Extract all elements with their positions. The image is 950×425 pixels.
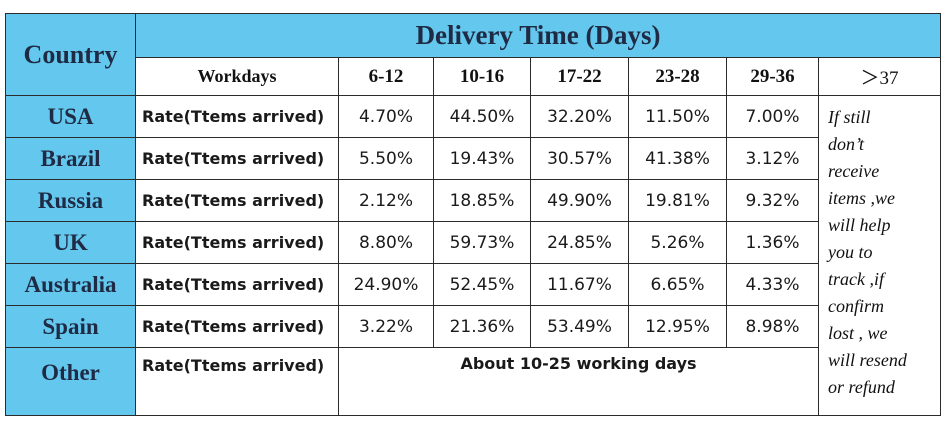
rate-value: 3.22% [338,305,434,348]
country-cell: Spain [5,305,136,348]
rate-value: 8.98% [726,305,819,348]
rate-value: 4.70% [338,95,434,138]
rate-value: 19.43% [433,137,531,180]
rate-value: 53.49% [530,305,629,348]
rate-value: 9.32% [726,179,819,222]
country-cell: Australia [5,263,136,306]
note-line: or refund [828,377,895,397]
country-cell: USA [5,95,136,138]
rate-label: Rate(Ttems arrived) [135,263,339,306]
rate-value: 5.26% [628,221,727,264]
note-line: If still [828,107,871,127]
rate-value: 59.73% [433,221,531,264]
rate-label: Rate(Ttems arrived) [135,305,339,348]
table-row: UK Rate(Ttems arrived) 8.80% 59.73% 24.8… [5,221,941,264]
country-header: Country [5,13,136,96]
other-delivery-estimate: About 10-25 working days [338,347,819,416]
workdays-header: Workdays [135,57,339,96]
note-line: lost , we [828,323,888,343]
note-line: confirm [828,296,884,316]
rate-value: 18.85% [433,179,531,222]
range-header: 29-36 [726,57,819,96]
rate-label: Rate(Ttems arrived) [135,137,339,180]
note-line: items ,we [828,188,895,208]
range-header: 17-22 [530,57,629,96]
rate-value: 11.50% [628,95,727,138]
rate-value: 5.50% [338,137,434,180]
rate-value: 19.81% [628,179,727,222]
rate-value: 1.36% [726,221,819,264]
rate-value: 24.85% [530,221,629,264]
table-row: Australia Rate(Ttems arrived) 24.90% 52.… [5,263,941,306]
title-row: Country Delivery Time (Days) [5,13,942,96]
rate-value: 11.67% [530,263,629,306]
rate-value: 49.90% [530,179,629,222]
note-line: will resend [828,350,907,370]
rate-label: Rate(Ttems arrived) [135,347,339,416]
delivery-time-table: Country Delivery Time (Days) Workdays 6-… [5,13,942,416]
rate-value: 24.90% [338,263,434,306]
support-note: If still don’t receive items ,we will he… [817,95,942,416]
rate-value: 52.45% [433,263,531,306]
rate-value: 44.50% [433,95,531,138]
delivery-time-header: Delivery Time (Days) [134,13,942,58]
rate-label: Rate(Ttems arrived) [135,221,339,264]
note-line: you to [828,242,873,262]
note-line: receive [828,161,880,181]
rate-value: 8.80% [338,221,434,264]
rate-value: 4.33% [726,263,819,306]
rate-value: 21.36% [433,305,531,348]
country-cell: Brazil [5,137,136,180]
table-row: USA Rate(Ttems arrived) 4.70% 44.50% 32.… [5,95,942,416]
rate-value: 32.20% [530,95,629,138]
table-row: Russia Rate(Ttems arrived) 2.12% 18.85% … [5,179,941,222]
note-line: will help [828,215,891,235]
column-header-row: Workdays 6-12 10-16 17-22 23-28 29-36 ＞3… [6,57,942,96]
table-row: Spain Rate(Ttems arrived) 3.22% 21.36% 5… [5,305,941,348]
rate-label: Rate(Ttems arrived) [135,95,339,138]
table-row: Brazil Rate(Ttems arrived) 5.50% 19.43% … [5,137,941,180]
rate-value: 7.00% [726,95,819,138]
range-header: 10-16 [433,57,531,96]
rate-value: 6.65% [628,263,727,306]
range-header: 6-12 [338,57,434,96]
rate-value: 30.57% [530,137,629,180]
country-cell: Other [5,347,136,416]
country-cell: Russia [5,179,136,222]
rate-label: Rate(Ttems arrived) [135,179,339,222]
rate-value: 41.38% [628,137,727,180]
table-row-other: Other Rate(Ttems arrived) About 10-25 wo… [5,347,941,416]
range-header: 23-28 [628,57,727,96]
note-line: don’t [828,134,864,154]
note-line: track ,if [828,269,884,289]
rate-value: 3.12% [726,137,819,180]
country-cell: UK [5,221,136,264]
rate-value: 12.95% [628,305,727,348]
over-37-header: ＞37 [817,57,942,96]
rate-value: 2.12% [338,179,434,222]
